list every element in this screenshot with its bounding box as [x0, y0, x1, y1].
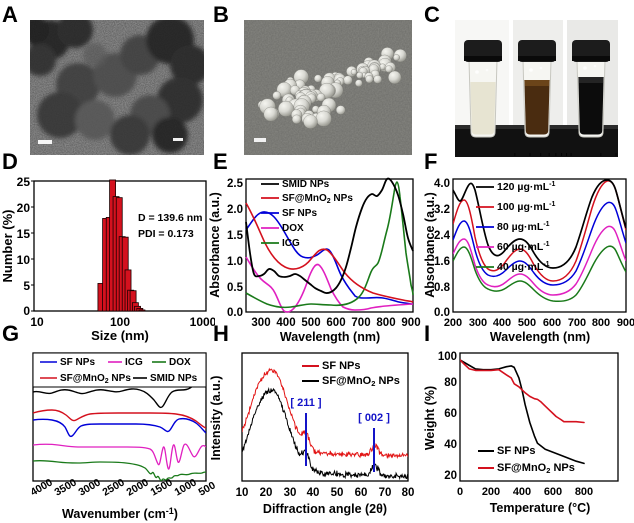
svg-text:600: 600: [544, 486, 562, 498]
svg-text:SF@MnO2 NPs: SF@MnO2 NPs: [60, 373, 131, 385]
svg-text:400: 400: [513, 486, 531, 498]
svg-text:40: 40: [307, 487, 320, 499]
svg-text:ICG: ICG: [282, 238, 300, 249]
svg-text:2.5: 2.5: [227, 178, 244, 190]
svg-text:Number (%): Number (%): [0, 210, 15, 283]
svg-text:PDI = 0.173: PDI = 0.173: [138, 228, 194, 240]
svg-text:400: 400: [493, 317, 511, 329]
svg-text:80: 80: [402, 487, 415, 499]
svg-text:20: 20: [260, 487, 273, 499]
svg-text:SF NPs: SF NPs: [60, 357, 95, 368]
svg-text:SF@MnO2 NPs: SF@MnO2 NPs: [322, 375, 400, 388]
svg-text:500: 500: [301, 317, 320, 329]
svg-text:1.0: 1.0: [227, 256, 243, 268]
svg-text:80 µg·mL-1: 80 µg·mL-1: [497, 221, 550, 233]
svg-text:20: 20: [17, 201, 31, 215]
svg-text:300: 300: [469, 317, 487, 329]
svg-text:10: 10: [236, 487, 249, 499]
svg-text:100 µg·mL-1: 100 µg·mL-1: [497, 201, 555, 213]
svg-text:5: 5: [23, 279, 30, 293]
svg-text:0.0: 0.0: [227, 307, 243, 319]
svg-text:15: 15: [17, 227, 31, 241]
svg-text:800: 800: [575, 486, 593, 498]
svg-text:120 µg·mL-1: 120 µg·mL-1: [497, 181, 555, 193]
svg-text:500: 500: [518, 317, 536, 329]
svg-text:Size (nm): Size (nm): [91, 328, 149, 343]
svg-text:SF@MnO2 NPs: SF@MnO2 NPs: [282, 193, 353, 205]
svg-text:60: 60: [444, 408, 457, 420]
svg-text:SF NPs: SF NPs: [322, 360, 361, 372]
svg-text:SF NPs: SF NPs: [497, 445, 536, 457]
svg-text:SF@MnO2 NPs: SF@MnO2 NPs: [497, 462, 575, 475]
svg-text:200: 200: [482, 486, 500, 498]
svg-text:2.0: 2.0: [227, 204, 243, 216]
svg-text:SMID NPs: SMID NPs: [282, 179, 330, 190]
svg-text:800: 800: [592, 317, 610, 329]
svg-text:Absorbance (a.u.): Absorbance (a.u.): [423, 192, 437, 298]
svg-text:Wavenumber (cm-1): Wavenumber (cm-1): [62, 506, 178, 521]
svg-text:900: 900: [401, 317, 420, 329]
svg-text:DOX: DOX: [169, 357, 191, 368]
svg-text:0.5: 0.5: [227, 282, 244, 294]
svg-text:40 µg·mL-1: 40 µg·mL-1: [497, 261, 550, 273]
svg-text:20: 20: [444, 470, 457, 482]
svg-text:Intensity (a.u.): Intensity (a.u.): [209, 376, 223, 461]
svg-text:Diffraction angle (2θ): Diffraction angle (2θ): [263, 502, 387, 516]
svg-text:900: 900: [617, 317, 634, 329]
svg-text:Wavelength (nm): Wavelength (nm): [490, 330, 590, 344]
svg-text:4.0: 4.0: [434, 178, 450, 190]
svg-text:Wavelength (nm): Wavelength (nm): [280, 330, 380, 344]
svg-text:D = 139.6 nm: D = 139.6 nm: [138, 212, 203, 224]
svg-text:[ 211 ]: [ 211 ]: [290, 397, 322, 409]
svg-text:ICG: ICG: [125, 357, 143, 368]
svg-text:70: 70: [379, 487, 392, 499]
svg-text:800: 800: [376, 317, 395, 329]
svg-text:40: 40: [444, 439, 457, 451]
svg-text:50: 50: [331, 487, 344, 499]
svg-text:60: 60: [355, 487, 368, 499]
svg-text:80: 80: [444, 377, 457, 389]
svg-text:Absorbance (a.u.): Absorbance (a.u.): [208, 192, 222, 298]
svg-text:10: 10: [30, 315, 44, 329]
svg-text:700: 700: [568, 317, 586, 329]
svg-text:600: 600: [326, 317, 345, 329]
svg-text:DOX: DOX: [282, 223, 304, 234]
svg-text:[ 002 ]: [ 002 ]: [358, 412, 390, 424]
svg-text:100: 100: [110, 315, 130, 329]
svg-text:400: 400: [276, 317, 295, 329]
svg-text:SMID NPs: SMID NPs: [150, 373, 198, 384]
svg-text:0: 0: [23, 304, 30, 318]
svg-text:0: 0: [457, 486, 463, 498]
svg-text:300: 300: [251, 317, 270, 329]
svg-text:25: 25: [17, 175, 31, 189]
svg-text:Temperature (°C): Temperature (°C): [490, 501, 591, 515]
svg-text:600: 600: [543, 317, 561, 329]
svg-text:100: 100: [438, 351, 457, 363]
svg-text:10: 10: [17, 253, 31, 267]
svg-text:700: 700: [351, 317, 370, 329]
svg-text:200: 200: [444, 317, 462, 329]
svg-text:60 µg·mL-1: 60 µg·mL-1: [497, 241, 550, 253]
svg-text:1.5: 1.5: [227, 230, 244, 242]
svg-text:SF NPs: SF NPs: [282, 208, 317, 219]
svg-text:Weight (%): Weight (%): [423, 386, 437, 450]
svg-text:30: 30: [284, 487, 297, 499]
